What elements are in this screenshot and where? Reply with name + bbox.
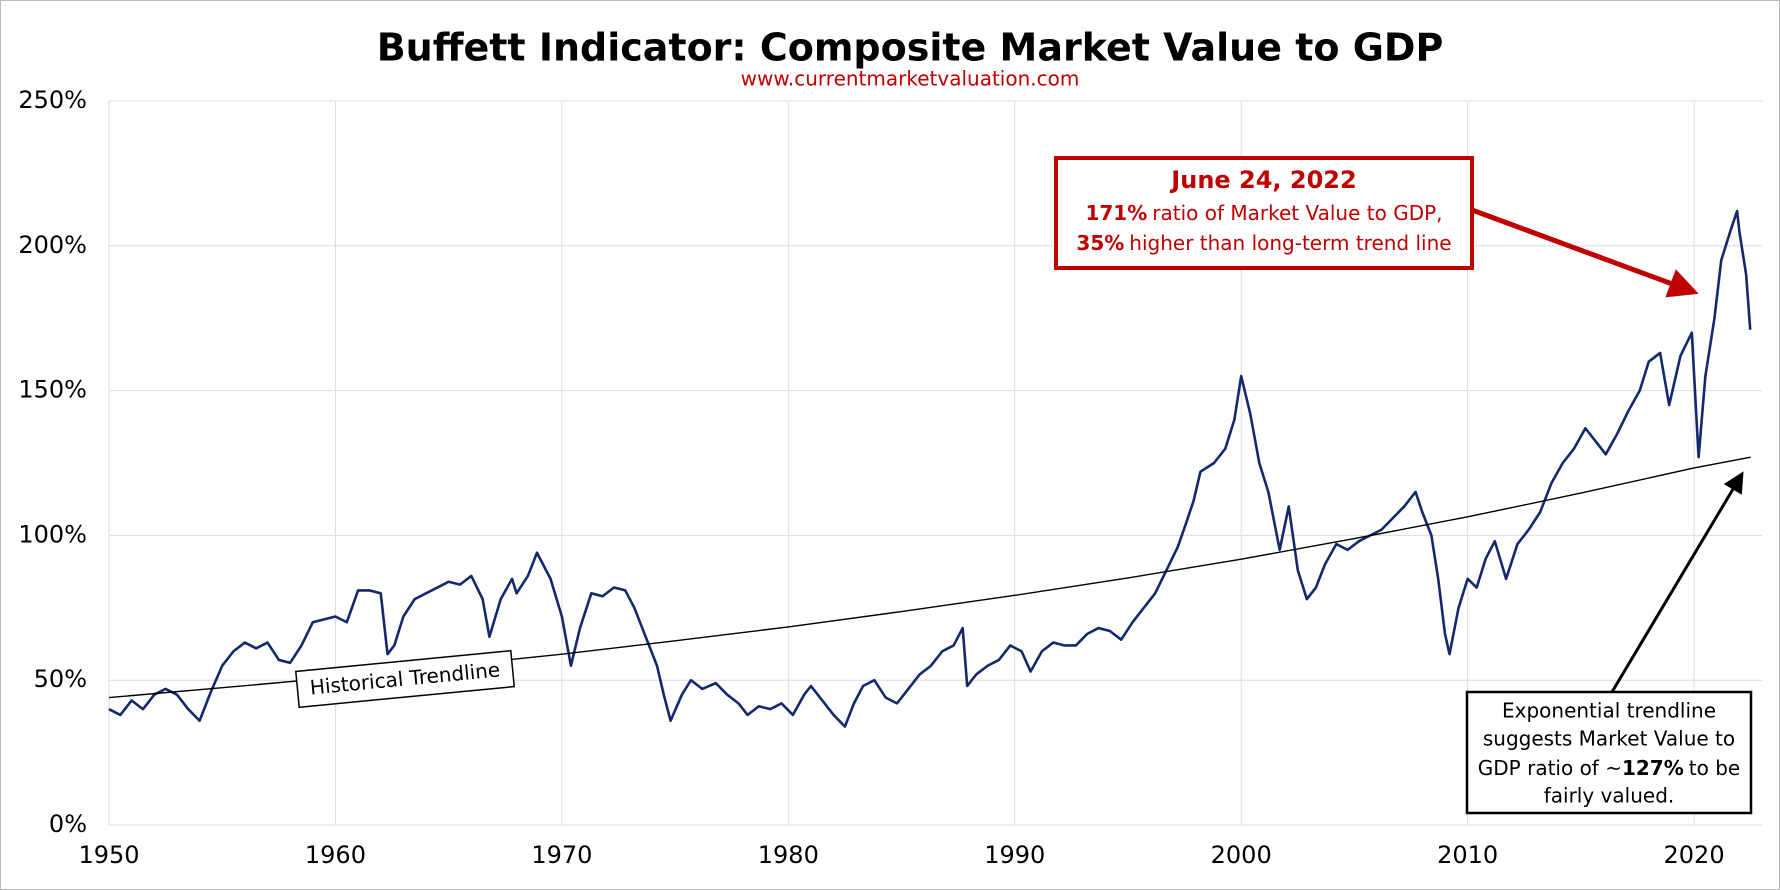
fair-text: Exponential trendline suggests Market Va… (1478, 699, 1740, 808)
x-tick-label: 1970 (531, 841, 592, 869)
fair-line: suggests Market Value to (1483, 727, 1735, 751)
x-tick-label: 2000 (1211, 841, 1272, 869)
chart-title: Buffett Indicator: Composite Market Valu… (377, 26, 1444, 70)
x-tick-label: 1990 (984, 841, 1045, 869)
callout-bold: 171% (1085, 201, 1147, 225)
y-tick-label: 200% (18, 231, 87, 259)
callout-line: 35% higher than long-term trend line (1076, 231, 1451, 255)
x-tick-label: 1960 (305, 841, 366, 869)
x-tick-label: 1950 (78, 841, 139, 869)
x-tick-label: 1980 (758, 841, 819, 869)
x-tick-label: 2020 (1664, 841, 1725, 869)
y-tick-label: 0% (49, 810, 87, 838)
y-tick-label: 50% (34, 665, 87, 693)
chart-subtitle: www.currentmarketvaluation.com (741, 67, 1080, 91)
callout-arrow (1471, 207, 1699, 298)
fair-text-part: GDP ratio of ~ (1478, 756, 1622, 780)
callout-line: 171% ratio of Market Value to GDP, (1085, 201, 1442, 225)
callout-text: ratio of Market Value to GDP, (1152, 201, 1442, 225)
y-tick-label: 150% (18, 376, 87, 404)
y-tick-label: 100% (18, 520, 87, 548)
fair-box (1465, 690, 1753, 815)
fair-bold: 127% (1622, 756, 1684, 780)
data-line (108, 209, 1752, 728)
fair-text-part: to be (1689, 756, 1740, 780)
y-tick-label: 250% (18, 86, 87, 114)
fair-line: Exponential trendline (1502, 699, 1716, 723)
x-tick-label: 2010 (1437, 841, 1498, 869)
callout-text: higher than long-term trend line (1129, 231, 1451, 255)
callout-bold: 35% (1076, 231, 1124, 255)
fair-line: fairly valued. (1544, 784, 1675, 808)
trend-label-box (294, 649, 516, 709)
fair-arrow (1610, 471, 1744, 693)
callout-date: June 24, 2022 (1169, 166, 1356, 194)
fair-line: GDP ratio of ~127% to be (1478, 756, 1740, 780)
callout-box (1054, 156, 1474, 270)
